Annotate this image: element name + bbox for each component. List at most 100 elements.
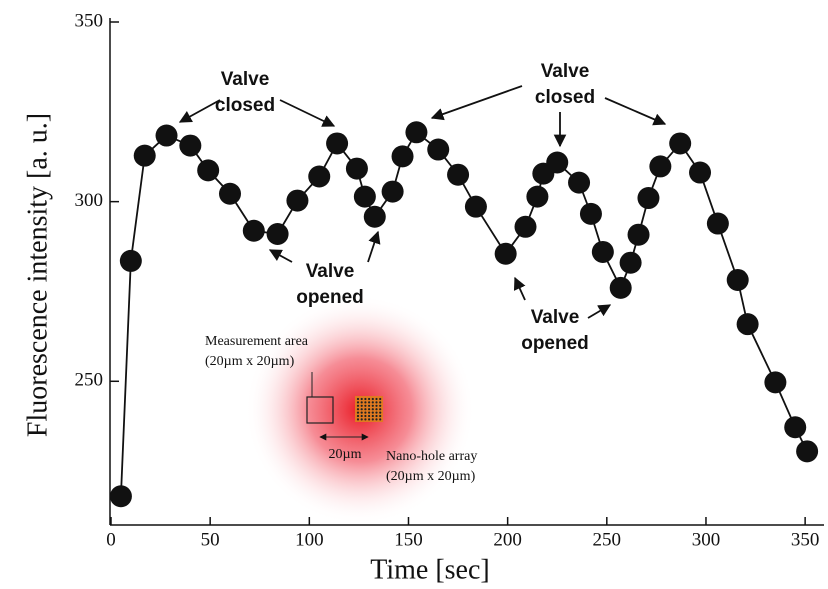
hole <box>375 401 378 404</box>
annotation: Valve <box>306 261 355 282</box>
data-point <box>637 187 660 210</box>
data-point <box>447 163 470 186</box>
y-tick-label: 250 <box>75 370 104 391</box>
hole <box>371 401 374 404</box>
annotation-arrow <box>513 276 526 301</box>
annotation-arrow <box>604 97 667 126</box>
hole <box>371 418 374 421</box>
hole <box>356 397 360 401</box>
data-point <box>568 171 591 194</box>
hole <box>368 404 371 407</box>
hole <box>364 414 367 418</box>
hole <box>379 414 382 418</box>
hole <box>364 397 367 401</box>
hole <box>371 411 374 414</box>
x-tick-label: 100 <box>295 529 324 550</box>
hole <box>379 397 382 401</box>
hole <box>356 401 360 404</box>
annotation: 20µm <box>329 447 362 462</box>
hole <box>360 397 363 401</box>
annotation-arrow <box>268 249 293 263</box>
x-tick-label: 350 <box>791 529 820 550</box>
hole <box>375 404 378 407</box>
hole <box>360 401 363 404</box>
x-tick-label: 300 <box>692 529 721 550</box>
hole <box>356 418 360 421</box>
data-point <box>591 240 614 263</box>
data-point <box>119 249 142 272</box>
annotation: closed <box>215 95 275 116</box>
hole <box>360 408 363 411</box>
hole <box>364 408 367 411</box>
annotation: opened <box>296 287 364 308</box>
y-tick-label: 350 <box>75 10 104 31</box>
y-tick-label: 300 <box>75 190 104 211</box>
data-point <box>218 182 241 205</box>
hole <box>379 401 382 404</box>
hole <box>379 408 382 411</box>
data-point <box>133 144 156 167</box>
hole <box>375 414 378 418</box>
data-point <box>464 195 487 218</box>
data-point <box>784 416 807 439</box>
data-point <box>619 251 642 274</box>
data-point <box>736 313 759 336</box>
data-point <box>649 155 672 178</box>
data-point <box>427 138 450 161</box>
data-point <box>391 145 414 168</box>
hole <box>356 411 360 414</box>
hole <box>360 411 363 414</box>
hole <box>368 401 371 404</box>
annotation-arrow <box>178 99 221 123</box>
nano-hole-array <box>355 396 383 422</box>
hole <box>375 408 378 411</box>
y-axis-label: Fluorescence intensity [a. u.] <box>22 113 53 437</box>
measurement-square <box>306 396 334 424</box>
data-point <box>669 132 692 155</box>
hole <box>371 397 374 401</box>
x-axis-label: Time [sec] <box>370 554 490 585</box>
hole <box>356 414 360 418</box>
annotation: Valve <box>541 61 590 82</box>
x-tick-label: 150 <box>394 529 423 550</box>
annotation-arrow <box>430 85 523 121</box>
data-point <box>796 440 819 463</box>
hole <box>364 418 367 421</box>
data-point <box>155 124 178 147</box>
x-tick-label: 200 <box>493 529 522 550</box>
hole <box>368 414 371 418</box>
hole <box>364 411 367 414</box>
data-point <box>381 180 404 203</box>
hole <box>364 404 367 407</box>
data-point <box>764 371 787 394</box>
data-point <box>706 212 729 235</box>
data-point <box>353 185 376 208</box>
data-point <box>526 185 549 208</box>
annotation-arrow <box>367 230 381 263</box>
data-point <box>363 205 386 228</box>
data-point <box>405 121 428 144</box>
hole <box>360 414 363 418</box>
data-point <box>197 159 220 182</box>
data-point <box>689 161 712 184</box>
annotation: (20µm x 20µm) <box>386 469 476 484</box>
hole <box>375 411 378 414</box>
data-point <box>242 219 265 242</box>
x-tick-label: 0 <box>106 529 116 550</box>
annotation-arrow <box>587 304 612 319</box>
x-tick-label: 50 <box>201 529 220 550</box>
hole <box>356 404 360 407</box>
hole <box>371 414 374 418</box>
hole <box>368 408 371 411</box>
hole <box>371 404 374 407</box>
annotation: Valve <box>221 69 270 90</box>
data-point <box>109 485 132 508</box>
annotation: (20µm x 20µm) <box>205 354 295 369</box>
hole <box>364 401 367 404</box>
hole <box>379 418 382 421</box>
data-point <box>266 222 289 245</box>
data-point <box>627 223 650 246</box>
data-point <box>345 157 368 180</box>
annotation: Measurement area <box>205 334 309 349</box>
